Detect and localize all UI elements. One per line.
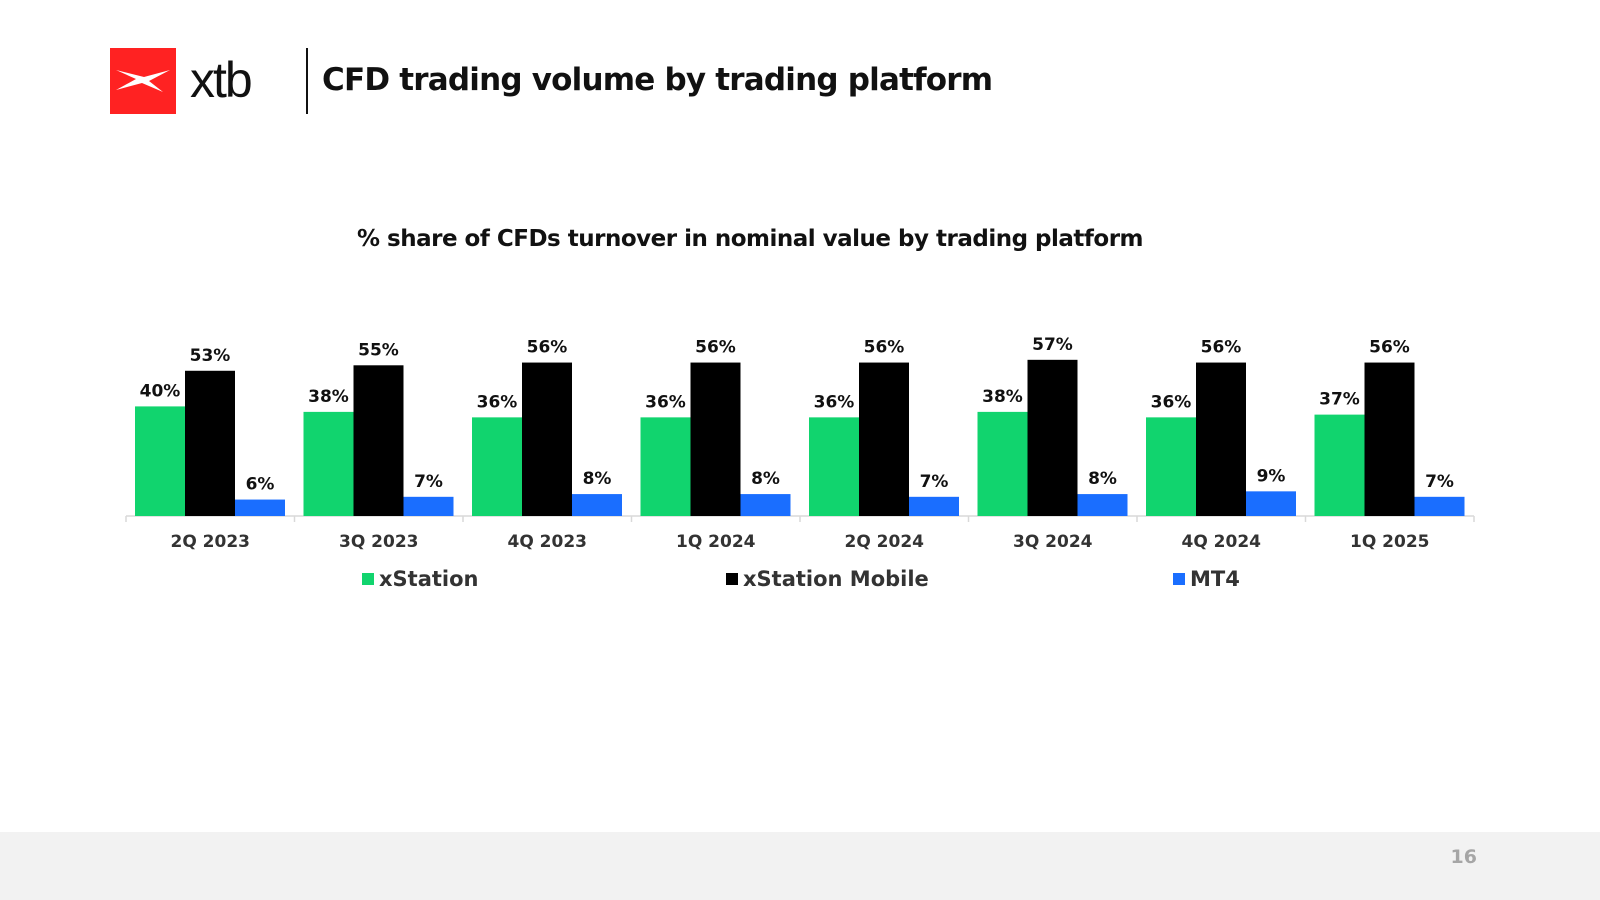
bar bbox=[859, 362, 909, 516]
chart-title: % share of CFDs turnover in nominal valu… bbox=[356, 226, 1144, 252]
data-label: 36% bbox=[477, 392, 518, 412]
bar bbox=[690, 362, 741, 516]
data-label: 8% bbox=[1088, 469, 1117, 489]
bar bbox=[303, 411, 354, 516]
header-divider bbox=[306, 48, 308, 114]
bar-chart: 40% 53% 6% 2Q 2023 38% 55% 7% 3Q 2023 36% 56% 8% 4Q… bbox=[125, 335, 1475, 591]
data-label: 56% bbox=[864, 338, 905, 358]
bar bbox=[235, 499, 285, 516]
bar bbox=[1314, 414, 1365, 516]
bar bbox=[977, 411, 1028, 516]
bar bbox=[185, 370, 235, 516]
brand-name: xtb bbox=[190, 52, 253, 108]
data-label: 7% bbox=[1425, 472, 1454, 492]
data-label: 36% bbox=[1151, 392, 1192, 412]
bar bbox=[1146, 417, 1196, 516]
bar bbox=[472, 417, 522, 516]
bar bbox=[909, 496, 959, 516]
page-number: 16 bbox=[1450, 846, 1477, 868]
data-label: 37% bbox=[1319, 390, 1360, 410]
data-label: 56% bbox=[1201, 338, 1242, 358]
bar bbox=[403, 496, 454, 516]
data-label: 8% bbox=[751, 469, 780, 489]
bar bbox=[1246, 491, 1296, 516]
footer-bar: 16 bbox=[0, 832, 1600, 900]
x-tick-label: 2Q 2024 bbox=[844, 532, 924, 552]
data-label: 40% bbox=[140, 381, 181, 401]
x-tick-label: 4Q 2024 bbox=[1181, 532, 1261, 552]
page-title: CFD trading volume by trading platform bbox=[322, 62, 993, 98]
data-label: 56% bbox=[527, 338, 568, 358]
x-tick-label: 3Q 2023 bbox=[339, 532, 419, 552]
data-label: 56% bbox=[695, 338, 736, 358]
legend-label: MT4 bbox=[1190, 567, 1240, 591]
data-label: 9% bbox=[1257, 466, 1286, 486]
data-label: 57% bbox=[1032, 335, 1073, 355]
data-label: 53% bbox=[190, 346, 231, 366]
xtb-logo bbox=[110, 48, 176, 114]
bar bbox=[809, 417, 859, 516]
x-tick-label: 1Q 2025 bbox=[1350, 532, 1430, 552]
data-label: 38% bbox=[982, 387, 1023, 407]
bar bbox=[1364, 362, 1415, 516]
bar bbox=[572, 494, 622, 516]
legend-swatch bbox=[1173, 573, 1185, 585]
x-tick-label: 3Q 2024 bbox=[1013, 532, 1093, 552]
legend-label: xStation bbox=[379, 567, 479, 591]
data-label: 36% bbox=[645, 392, 686, 412]
bar bbox=[353, 365, 404, 516]
legend-swatch bbox=[726, 573, 738, 585]
data-label: 36% bbox=[814, 392, 855, 412]
data-label: 7% bbox=[920, 472, 949, 492]
x-tick-label: 2Q 2023 bbox=[170, 532, 250, 552]
legend-swatch bbox=[362, 573, 374, 585]
data-label: 55% bbox=[358, 340, 399, 360]
bar bbox=[740, 494, 791, 516]
data-label: 7% bbox=[414, 472, 443, 492]
bar bbox=[640, 417, 691, 516]
bar bbox=[1077, 494, 1128, 516]
data-label: 38% bbox=[308, 387, 349, 407]
x-tick-label: 4Q 2023 bbox=[507, 532, 587, 552]
bar bbox=[1414, 496, 1465, 516]
data-label: 56% bbox=[1369, 338, 1410, 358]
bar bbox=[135, 406, 185, 516]
x-tick-label: 1Q 2024 bbox=[676, 532, 756, 552]
bar bbox=[1027, 359, 1078, 516]
legend-label: xStation Mobile bbox=[743, 567, 929, 591]
data-label: 8% bbox=[583, 469, 612, 489]
data-label: 6% bbox=[246, 475, 275, 495]
bar bbox=[522, 362, 572, 516]
bar bbox=[1196, 362, 1246, 516]
